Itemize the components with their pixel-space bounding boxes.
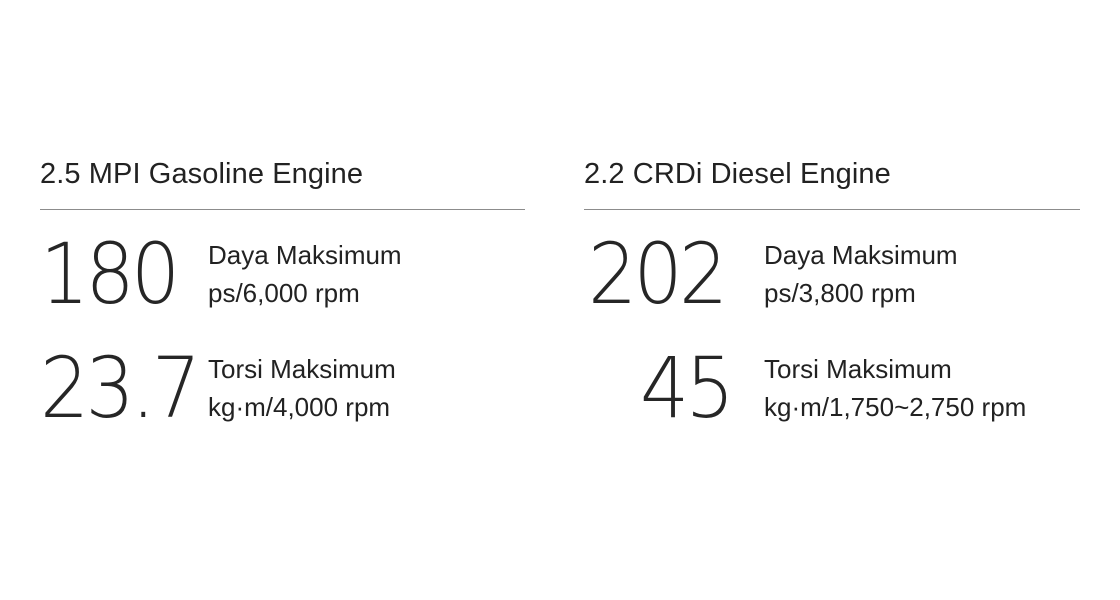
spec-label-block: Torsi Maksimum kg·m/4,000 rpm [208, 350, 396, 426]
spec-unit: ps/6,000 rpm [208, 278, 360, 308]
spec-value: 45 [640, 339, 735, 437]
spec-value: 202 [588, 225, 728, 323]
engine-card-diesel: 2.2 CRDi Diesel Engine 202 Daya Maksimum… [584, 0, 1080, 600]
spec-value: 23.7 [40, 339, 201, 437]
spec-label: Daya Maksimum [764, 240, 958, 270]
spec-label: Torsi Maksimum [208, 354, 396, 384]
spec-unit: kg·m/1,750~2,750 rpm [764, 392, 1027, 422]
spec-label-block: Daya Maksimum ps/3,800 rpm [764, 236, 958, 312]
spec-value: 180 [40, 225, 180, 323]
engine-divider [40, 209, 525, 210]
spec-label-block: Torsi Maksimum kg·m/1,750~2,750 rpm [764, 350, 1026, 426]
spec-label: Daya Maksimum [208, 240, 402, 270]
spec-unit: ps/3,800 rpm [764, 278, 916, 308]
engine-card-gasoline: 2.5 MPI Gasoline Engine 180 Daya Maksimu… [40, 0, 525, 600]
spec-label-block: Daya Maksimum ps/6,000 rpm [208, 236, 402, 312]
engine-title: 2.5 MPI Gasoline Engine [40, 158, 364, 190]
spec-label: Torsi Maksimum [764, 354, 952, 384]
engine-divider [584, 209, 1080, 210]
engine-title: 2.2 CRDi Diesel Engine [584, 158, 891, 190]
spec-unit: kg·m/4,000 rpm [208, 392, 391, 422]
